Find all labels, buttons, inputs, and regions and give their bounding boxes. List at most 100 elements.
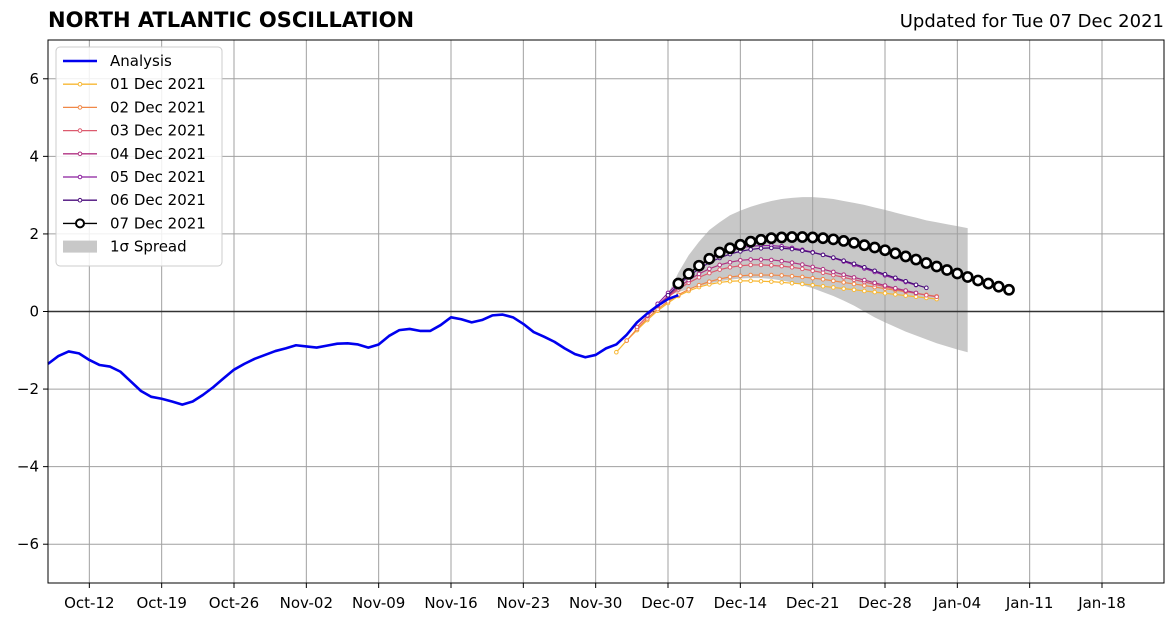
data-point xyxy=(614,349,619,355)
data-point xyxy=(769,245,774,251)
data-point xyxy=(872,268,877,274)
data-point xyxy=(837,235,850,247)
data-point xyxy=(851,287,857,293)
data-point xyxy=(686,287,691,292)
data-point xyxy=(903,278,908,284)
data-point xyxy=(738,278,743,284)
data-point xyxy=(1003,283,1015,296)
data-point xyxy=(758,245,764,251)
data-point xyxy=(707,270,712,276)
data-point xyxy=(713,246,726,259)
x-tick-label: Oct-12 xyxy=(64,594,114,612)
data-point xyxy=(972,274,984,287)
x-tick-label: Oct-26 xyxy=(209,594,259,612)
spread-layer xyxy=(668,197,968,353)
data-point xyxy=(934,294,939,300)
data-point xyxy=(748,262,753,268)
data-point xyxy=(913,282,919,288)
data-point xyxy=(634,324,640,330)
data-point xyxy=(851,275,857,280)
data-point xyxy=(817,232,829,245)
data-point xyxy=(717,276,722,282)
data-point xyxy=(693,259,705,272)
data-point xyxy=(879,244,891,257)
data-point xyxy=(889,247,902,260)
y-tick-label: −4 xyxy=(17,458,39,476)
data-point xyxy=(738,273,743,279)
data-point xyxy=(841,286,846,291)
data-point xyxy=(717,267,722,272)
legend-label: 07 Dec 2021 xyxy=(110,214,206,232)
y-tick-label: −2 xyxy=(17,380,39,398)
data-point xyxy=(893,285,898,291)
y-tick-label: 6 xyxy=(29,70,39,88)
data-point xyxy=(862,264,867,270)
data-point xyxy=(727,264,733,270)
data-point xyxy=(810,275,815,281)
data-point xyxy=(727,274,733,280)
data-point xyxy=(924,292,929,298)
data-point xyxy=(992,280,1005,293)
legend-marker xyxy=(75,218,85,229)
data-point xyxy=(748,278,753,284)
legend-label: 04 Dec 2021 xyxy=(110,145,206,163)
data-point xyxy=(841,272,846,277)
legend-label: 05 Dec 2021 xyxy=(110,168,206,186)
data-point xyxy=(893,275,898,281)
data-point xyxy=(941,264,953,276)
series-layer xyxy=(47,231,1015,406)
data-point xyxy=(707,279,712,284)
data-point xyxy=(755,233,767,246)
legend-swatch xyxy=(63,240,97,253)
x-tick-label: Nov-30 xyxy=(569,594,622,612)
data-point xyxy=(930,260,943,273)
data-point xyxy=(707,266,712,272)
data-point xyxy=(769,272,774,278)
x-tick-label: Jan-04 xyxy=(933,594,982,612)
x-tick-label: Dec-07 xyxy=(641,594,695,612)
data-point xyxy=(800,248,805,253)
data-point xyxy=(831,278,836,284)
data-point xyxy=(951,267,964,280)
data-point xyxy=(717,262,722,268)
legend-label: 03 Dec 2021 xyxy=(110,122,206,140)
x-tick-label: Nov-16 xyxy=(424,594,477,612)
data-point xyxy=(727,278,733,284)
data-point xyxy=(899,250,912,263)
data-point xyxy=(703,252,716,265)
data-point xyxy=(789,260,795,265)
data-point xyxy=(758,262,764,268)
x-tick-label: Dec-28 xyxy=(858,594,912,612)
legend-marker xyxy=(77,174,83,180)
data-point xyxy=(738,263,743,269)
data-point xyxy=(727,259,733,265)
data-point xyxy=(789,264,795,270)
data-point xyxy=(851,261,857,267)
data-point xyxy=(903,293,908,298)
legend-marker xyxy=(77,128,83,133)
legend-label: 02 Dec 2021 xyxy=(110,98,206,116)
x-tick-label: Nov-23 xyxy=(497,594,550,612)
data-point xyxy=(982,277,995,290)
data-point xyxy=(779,263,784,269)
y-tick-label: 4 xyxy=(29,147,39,165)
data-point xyxy=(882,283,888,288)
data-point xyxy=(882,271,888,277)
data-point xyxy=(913,290,919,296)
data-point xyxy=(748,247,753,252)
x-tick-label: Oct-19 xyxy=(136,594,186,612)
data-point xyxy=(765,232,778,245)
legend-marker xyxy=(77,151,83,157)
x-tick-label: Dec-21 xyxy=(786,594,840,612)
y-tick-label: 0 xyxy=(29,303,39,321)
data-point xyxy=(682,267,695,280)
data-point xyxy=(672,277,685,290)
data-point xyxy=(758,257,764,262)
x-tick-label: Nov-09 xyxy=(352,594,405,612)
legend-box xyxy=(55,46,223,267)
x-tick-label: Nov-02 xyxy=(280,594,333,612)
data-point xyxy=(779,280,784,285)
data-point xyxy=(806,231,819,244)
data-point xyxy=(810,250,815,255)
